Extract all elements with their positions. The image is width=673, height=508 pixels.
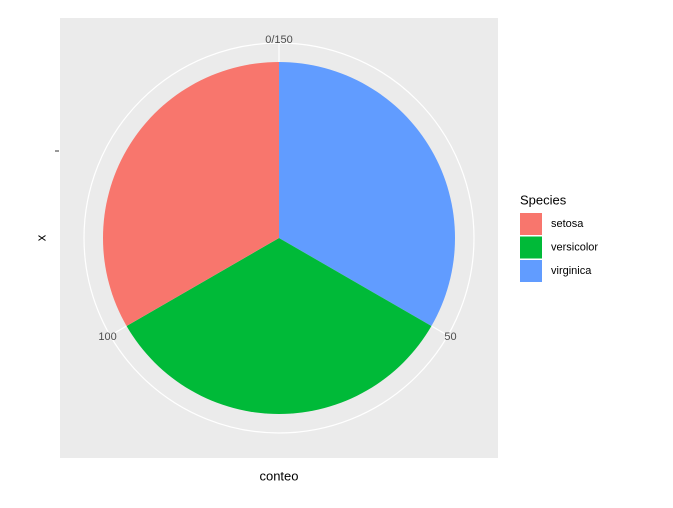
y-axis-label: x bbox=[33, 234, 48, 241]
pie-slice bbox=[279, 62, 455, 326]
legend-title: Species bbox=[520, 192, 567, 207]
theta-tick-label: 100 bbox=[98, 331, 116, 343]
legend-label: setosa bbox=[551, 218, 584, 230]
legend-label: virginica bbox=[551, 265, 592, 277]
theta-tick-label: 0/150 bbox=[265, 34, 293, 46]
x-axis-label: conteo bbox=[259, 468, 298, 483]
theta-tick-label: 50 bbox=[444, 331, 456, 343]
legend-key bbox=[520, 236, 542, 259]
legend-label: versicolor bbox=[551, 241, 598, 253]
legend-key bbox=[520, 213, 542, 235]
legend-key bbox=[520, 260, 542, 282]
pie-slice bbox=[103, 62, 279, 326]
